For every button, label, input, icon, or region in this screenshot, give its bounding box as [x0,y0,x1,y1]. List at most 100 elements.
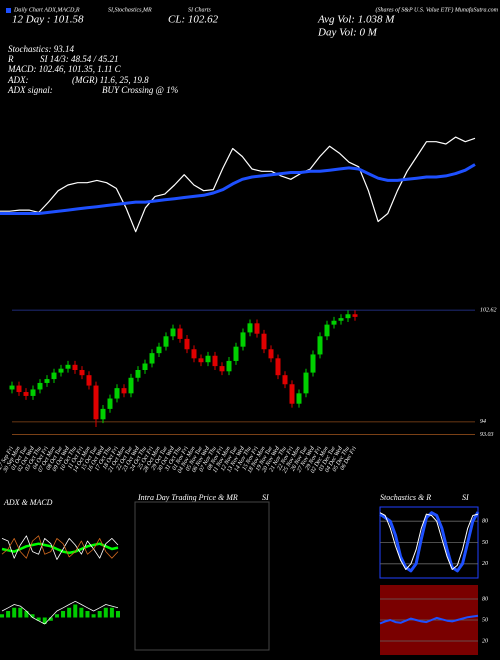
series-line [379,512,479,570]
histogram-bar [85,611,90,618]
candle-body [310,354,316,373]
histogram-bar [48,617,53,621]
histogram-bar [12,607,17,618]
stat-signal: BUY Crossing @ 1% [102,85,178,95]
candle-body [191,349,197,359]
candle-body [86,375,92,386]
candle-body [23,392,29,396]
histogram-bar [61,611,66,618]
candle-body [233,346,239,361]
candle-body [303,372,309,394]
panel-title: Stochastics & R [380,493,431,502]
header-day-vol: Day Vol: 0 M [317,27,378,39]
series-line [1,600,119,625]
candle-body [226,360,232,372]
stat-adx: ADX: [7,75,29,85]
histogram-bar [97,611,102,618]
stat-macd: MACD: 102.46, 101.35, 1.11 C [7,64,122,74]
y-tick-label: 20 [482,638,488,644]
y-tick-label: 94 [480,418,486,425]
stat-adx-signal: ADX signal: [7,85,53,95]
header-day: 12 Day : 101.58 [12,14,84,26]
candle-body [282,375,288,385]
candle-body [65,364,71,369]
candle-body [289,384,295,404]
y-tick-label: 20 [482,561,488,567]
candle-body [100,408,106,420]
stat-adx-values: (MGR) 11.6, 25, 19.8 [72,75,149,85]
candle-body [142,363,148,370]
candle-body [205,355,211,363]
histogram-bar [6,611,11,618]
candle-body [149,353,155,364]
candle-body [135,370,141,378]
candle-body [163,336,169,347]
candle-body [261,333,267,350]
histogram-bar [79,607,84,618]
candle-body [93,385,99,420]
candle-body [156,346,162,354]
histogram-bar [30,614,35,618]
candle-body [37,382,43,390]
histogram-bar [73,604,78,618]
y-tick-label: 50 [482,540,488,546]
header-charts: SI Charts [188,7,212,13]
candle-body [79,370,85,376]
candle-body [30,389,36,396]
histogram-bar [24,611,29,618]
candle-body [58,368,64,373]
candle-body [352,314,358,317]
candle-body [121,388,127,394]
series-line [1,535,119,559]
header-left: Daily Chart ADX,MACD,R [13,7,80,13]
panel-title: Intra Day Trading Price & MR [137,493,238,502]
header-avg-vol: Avg Vol: 1.038 M [317,14,395,26]
candle-body [212,355,218,367]
candle-body [128,377,134,394]
series-line [0,136,476,233]
candle-body [44,379,50,383]
histogram-bar [18,607,23,618]
candle-body [240,332,246,347]
candle-body [338,318,344,321]
panel-title: SI [262,493,269,502]
histogram-bar [42,617,47,624]
y-tick-label: 80 [482,596,488,602]
candle-body [184,338,190,350]
y-tick-label: 80 [482,519,488,525]
candle-body [317,336,323,355]
stat-r: R [7,54,14,64]
histogram-bar [0,614,4,618]
candle-body [9,385,15,390]
histogram-bar [67,607,72,618]
histogram-bar [54,614,59,618]
candle-body [254,323,260,334]
histogram-bar [116,611,120,618]
y-tick-label: 102.62 [480,307,497,313]
series-line [0,163,476,215]
y-tick-label: 50 [482,617,488,623]
series-line [379,614,479,625]
legend-swatch [6,8,11,13]
series-line [1,535,119,560]
histogram-bar [91,614,96,618]
candle-body [345,314,351,319]
header-mid: SI,Stochastics,MR [108,7,152,13]
candle-body [275,358,281,376]
histogram-bar [103,607,108,618]
candle-body [296,393,302,404]
header-right: (Shares of S&P U.S. Value ETF) MunafaSut… [376,6,499,13]
candle-body [198,358,204,363]
panel-title: ADX & MACD [3,498,53,507]
histogram-bar [109,607,114,618]
histogram-bar [36,617,41,621]
candle-body [247,323,253,333]
candle-body [324,324,330,337]
stat-stochastics: Stochastics: 93.14 [8,44,74,54]
candle-body [219,366,225,372]
candle-body [114,388,120,399]
candle-body [268,349,274,359]
header-close: CL: 102.62 [168,14,219,26]
stat-si: SI 14/3: 48.54 / 45.21 [40,54,119,64]
